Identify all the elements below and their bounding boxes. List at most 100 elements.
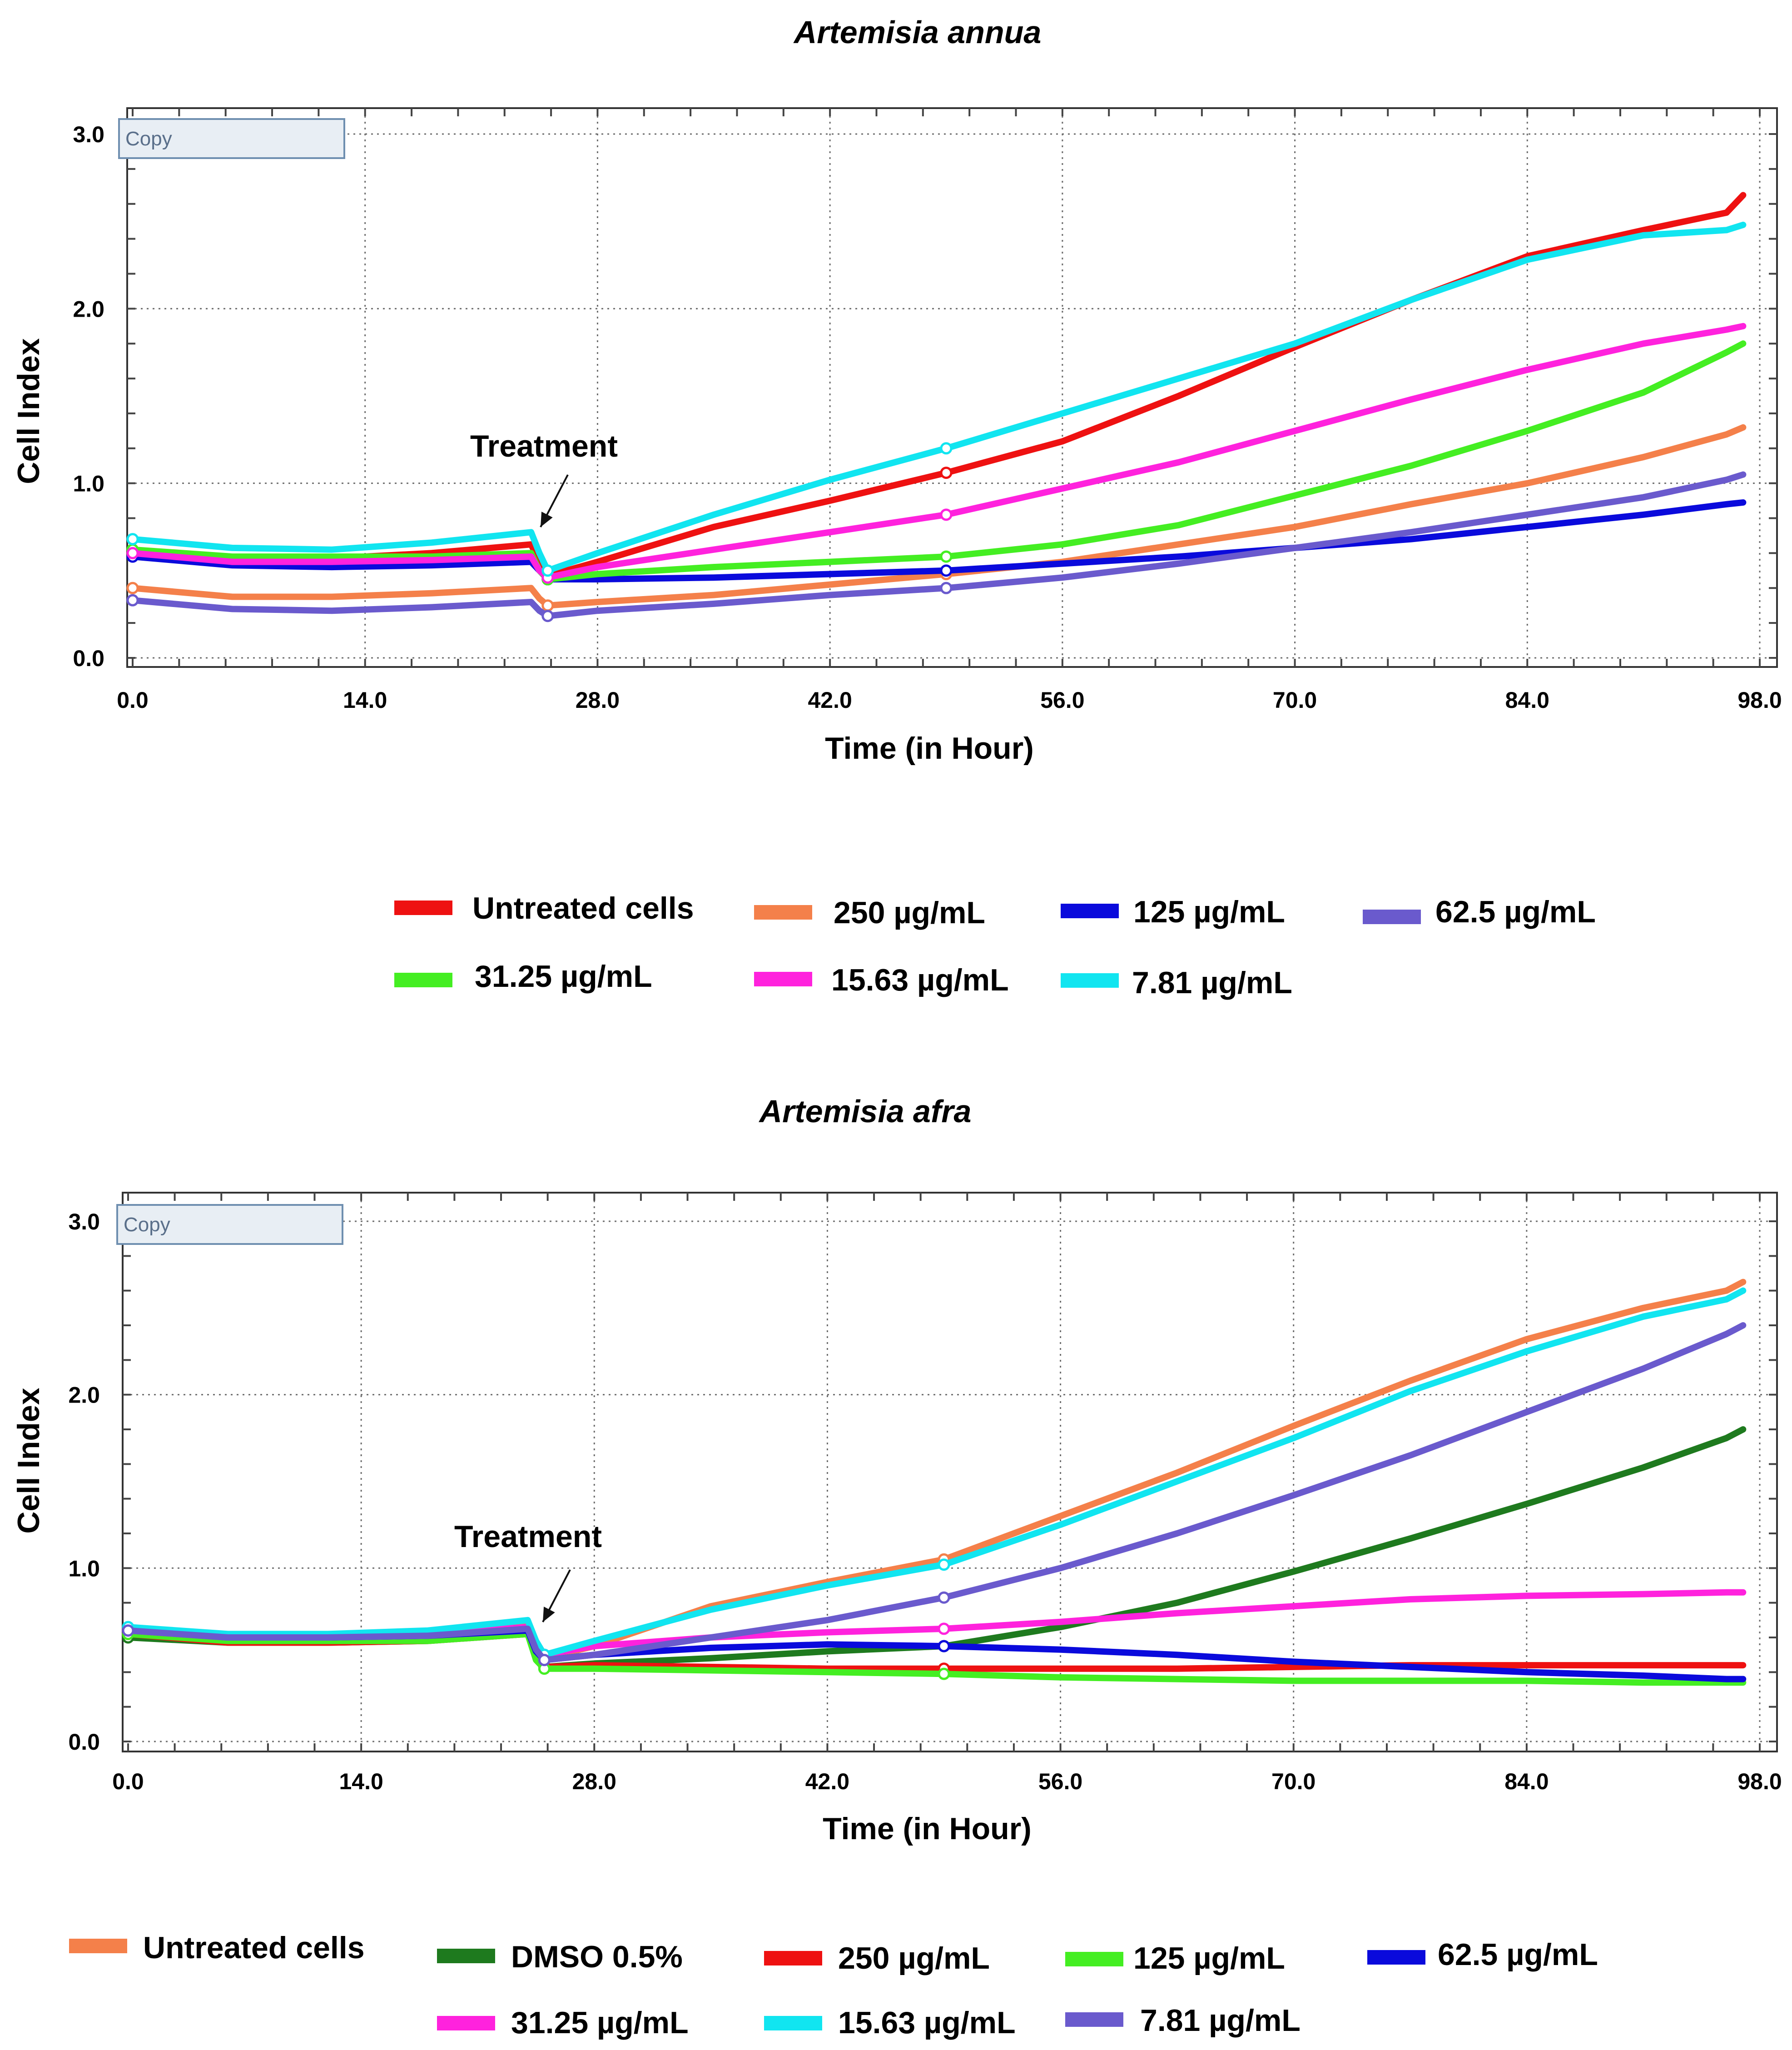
copy-box xyxy=(116,1204,343,1245)
series-marker xyxy=(126,582,139,594)
x-tick-label: 98.0 xyxy=(1737,687,1782,713)
legend-label: 15.63 µg/mL xyxy=(831,963,1009,997)
copy-label: Copy xyxy=(125,128,172,150)
legend-swatch xyxy=(1065,2012,1123,2027)
x-tick-label: 84.0 xyxy=(1504,1769,1549,1794)
series-marker xyxy=(938,1667,950,1680)
series-marker xyxy=(541,564,554,577)
x-tick-label: 28.0 xyxy=(572,1769,616,1794)
legend-label: 31.25 µg/mL xyxy=(475,959,652,994)
legend-label: DMSO 0.5% xyxy=(511,1940,683,1974)
legend-swatch xyxy=(754,972,812,986)
x-tick-label: 14.0 xyxy=(343,687,387,713)
series-marker xyxy=(940,564,953,577)
treatment-annotation: Treatment xyxy=(470,429,618,463)
legend-label: 7.81 µg/mL xyxy=(1132,965,1292,1000)
legend-swatch xyxy=(437,1949,495,1963)
series-line-4 xyxy=(125,1631,1747,1686)
series-marker xyxy=(126,533,139,546)
legend-label: 62.5 µg/mL xyxy=(1438,1937,1598,1972)
series-line-3 xyxy=(129,499,1747,582)
legend-swatch xyxy=(754,905,812,920)
x-tick-label: 0.0 xyxy=(112,1769,144,1794)
chart-title: Artemisia annua xyxy=(793,15,1042,50)
copy-label: Copy xyxy=(124,1214,170,1236)
series-line-2 xyxy=(129,424,1747,609)
legend-swatch xyxy=(1363,910,1421,924)
x-tick-label: 56.0 xyxy=(1040,687,1084,713)
x-axis-label: Time (in Hour) xyxy=(825,731,1034,766)
series-line-6 xyxy=(129,323,1747,581)
gridlines xyxy=(124,1194,1775,1750)
legend: Untreated cells DMSO 0.5% 250 µg/mL 125 µg/… xyxy=(69,1931,1598,2040)
y-tick-label: 3.0 xyxy=(73,122,104,147)
series-line-8 xyxy=(125,1322,1747,1663)
series-marker xyxy=(938,1591,950,1604)
legend-swatch xyxy=(1061,973,1119,988)
plot-area xyxy=(126,107,1778,668)
series-marker xyxy=(938,1640,950,1652)
y-axis-label: Cell Index xyxy=(11,338,46,484)
legend-label: 31.25 µg/mL xyxy=(511,2005,689,2040)
legend-label: 250 µg/mL xyxy=(838,1941,990,1975)
legend: Untreated cells 250 µg/mL 125 µg/mL 62.5 µg… xyxy=(394,891,1596,1000)
x-tick-label: 84.0 xyxy=(1505,687,1549,713)
x-axis-label: Time (in Hour) xyxy=(823,1811,1032,1846)
y-axis-label: Cell Index xyxy=(11,1388,46,1533)
legend-swatch xyxy=(69,1939,127,1953)
y-tick-label: 0.0 xyxy=(73,646,104,671)
copy-box xyxy=(118,118,345,159)
plot-area xyxy=(122,1192,1778,1752)
legend-swatch xyxy=(1061,904,1119,918)
y-tick-label: 2.0 xyxy=(73,296,104,322)
legend-swatch xyxy=(1367,1950,1425,1965)
x-tick-label: 98.0 xyxy=(1737,1769,1782,1794)
legend-label: 62.5 µg/mL xyxy=(1435,895,1596,929)
series-marker xyxy=(938,1622,950,1635)
legend-swatch xyxy=(764,1951,822,1965)
legend-label: 125 µg/mL xyxy=(1133,1941,1285,1975)
x-tick-label: 42.0 xyxy=(805,1769,849,1794)
y-tick-label: 0.0 xyxy=(68,1729,100,1755)
chart-2: Artemisia afra 0.0 14.0 28.0 42.0 56.0 70.0 84.… xyxy=(11,1094,1782,2040)
legend-swatch xyxy=(1065,1952,1123,1966)
chart-1: Artemisia annua 0.0 14.0 28.0 42.0 56.0 70.0 84… xyxy=(11,15,1782,1000)
series-line-7 xyxy=(129,221,1747,574)
series-line-4 xyxy=(129,471,1747,619)
x-tick-label: 70.0 xyxy=(1271,1769,1315,1794)
series-marker xyxy=(940,508,953,521)
series-line-5 xyxy=(129,340,1747,582)
series-line-7 xyxy=(125,1287,1747,1658)
minor-ticks xyxy=(123,1193,1777,1751)
series-marker xyxy=(122,1624,134,1637)
gridlines xyxy=(129,110,1775,665)
series-marker xyxy=(126,547,139,559)
treatment-arrowhead xyxy=(541,512,553,527)
series-marker xyxy=(940,582,953,594)
series-marker xyxy=(126,594,139,607)
x-tick-label: 56.0 xyxy=(1038,1769,1082,1794)
y-tick-label: 3.0 xyxy=(68,1209,100,1234)
series-marker xyxy=(940,442,953,455)
chart-title: Artemisia afra xyxy=(759,1094,972,1129)
x-tick-label: 14.0 xyxy=(339,1769,383,1794)
legend-label: 15.63 µg/mL xyxy=(838,2005,1016,2040)
y-tick-label: 2.0 xyxy=(68,1383,100,1408)
legend-swatch xyxy=(394,973,452,987)
x-tick-label: 42.0 xyxy=(808,687,852,713)
legend-swatch xyxy=(394,901,452,915)
legend-label: 7.81 µg/mL xyxy=(1140,2003,1301,2038)
treatment-annotation: Treatment xyxy=(454,1519,602,1554)
y-tick-label: 1.0 xyxy=(73,471,104,497)
x-tick-label: 28.0 xyxy=(576,687,620,713)
x-tick-label: 0.0 xyxy=(117,687,149,713)
series-marker xyxy=(938,1558,950,1571)
legend-swatch xyxy=(764,2016,822,2030)
legend-swatch xyxy=(437,2016,495,2030)
series-marker xyxy=(541,610,554,622)
legend-label: Untreated cells xyxy=(472,891,694,925)
series-marker xyxy=(541,599,554,612)
series-marker xyxy=(940,550,953,563)
x-tick-label: 70.0 xyxy=(1273,687,1317,713)
